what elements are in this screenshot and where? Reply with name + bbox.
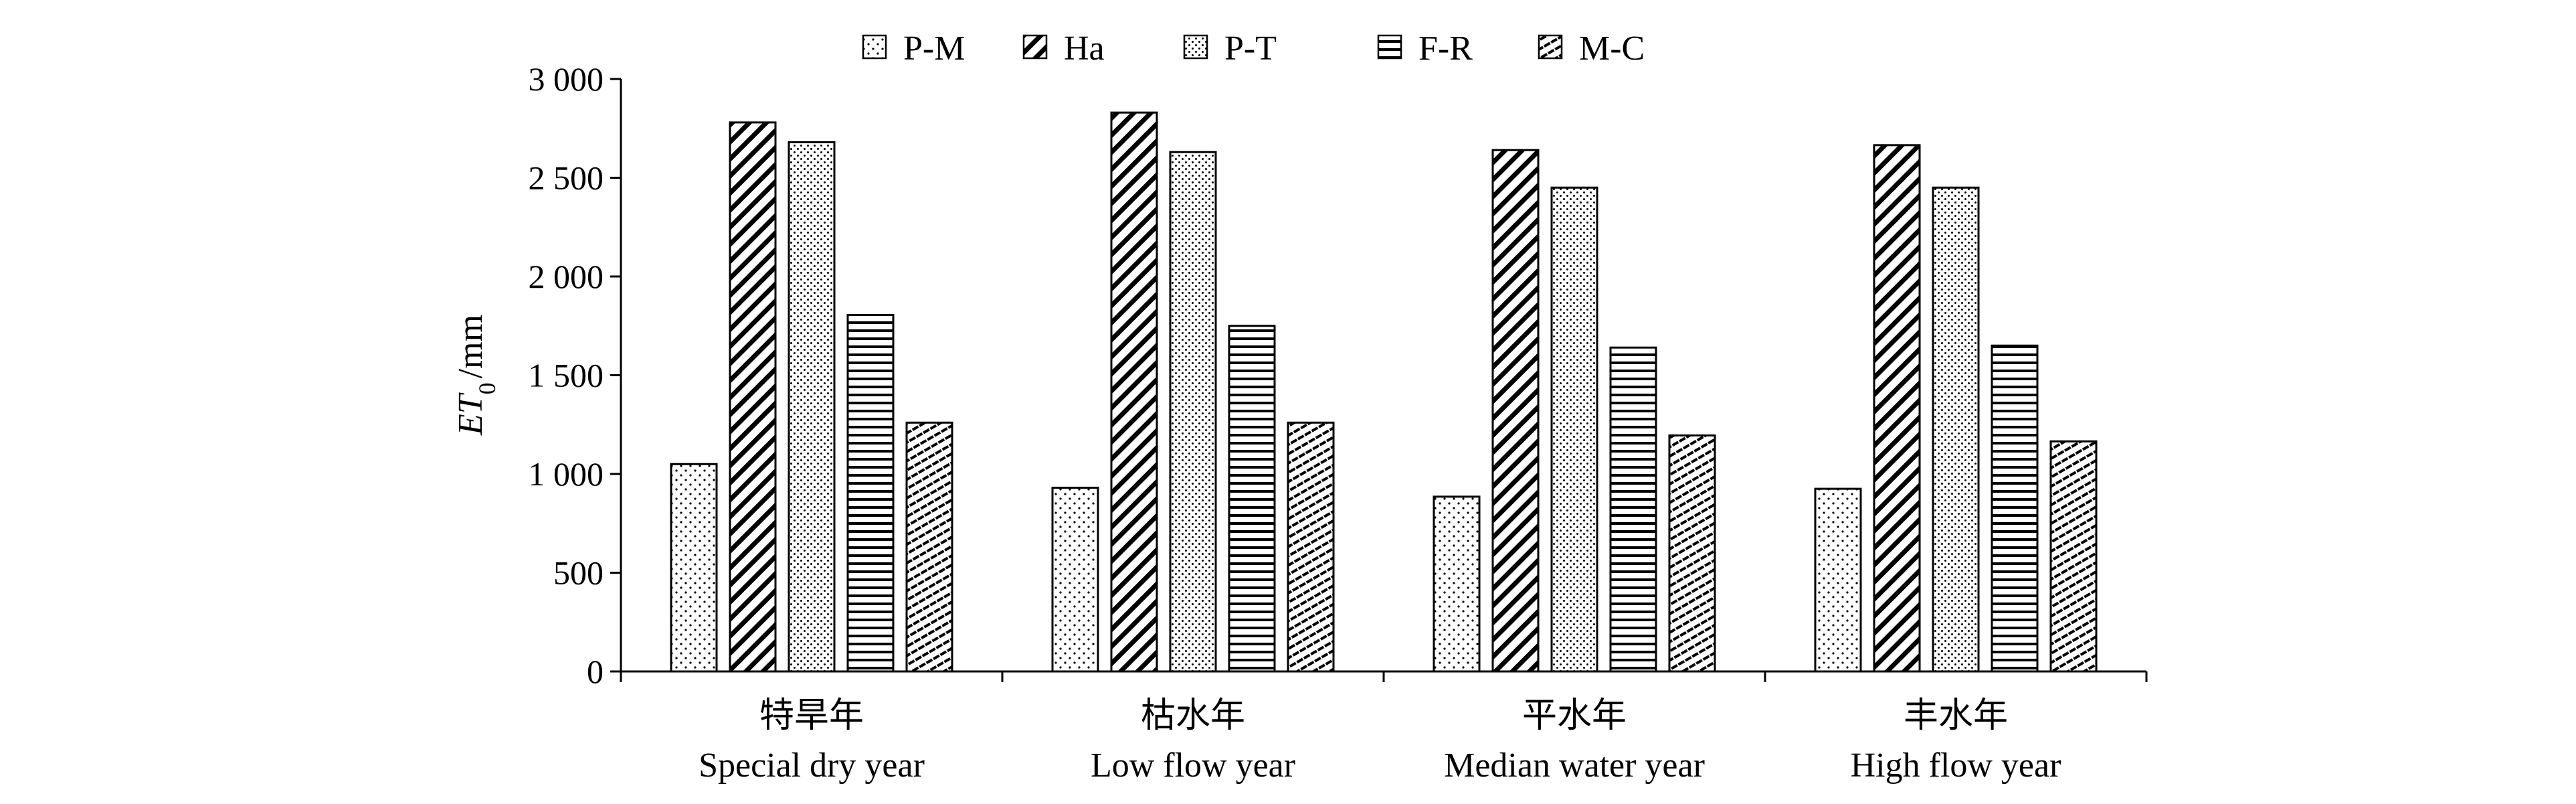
bar-p-m [1814,487,1862,673]
legend: P-M Ha P-T F-R M-C [862,29,1645,68]
legend-swatch-p-m [862,34,887,60]
y-tick-label: 2 500 [529,159,604,197]
legend-swatch-m-c [1538,34,1563,60]
x-category-label-cn: 平水年 [1522,697,1627,735]
bar-ha [1491,149,1540,673]
bar-p-t [1550,186,1598,673]
bar-p-m [1433,495,1481,673]
legend-label-p-m: P-M [903,29,965,68]
bar-f-r [1991,344,2039,673]
bar-ha [1110,111,1158,673]
y-tick-label: 3 000 [529,60,604,98]
bar-p-t [1169,151,1217,673]
y-tick-label: 1 000 [529,455,604,493]
x-category-label-en: Median water year [1444,746,1705,785]
x-category-label-cn: 特旱年 [759,697,864,735]
bar-p-t [788,141,836,673]
x-category-label-en: Low flow year [1091,746,1295,785]
y-tick-label: 2 000 [529,258,604,295]
bar-m-c [2049,440,2098,673]
x-category-label-cn: 丰水年 [1904,697,2008,735]
legend-label-f-r: F-R [1418,29,1473,68]
bars [670,111,2098,673]
bar-f-r [1228,325,1276,673]
bar-p-m [1051,487,1099,673]
legend-label-p-t: P-T [1224,29,1277,68]
x-axis: 特旱年 Special dry year 枯水年 Low flow year 平水年 Me… [620,670,2148,785]
y-tick-label: 1 500 [529,357,604,394]
legend-label-m-c: M-C [1579,29,1645,68]
legend-swatch-ha [1022,34,1048,60]
x-category-label-en: High flow year [1851,746,2061,785]
bar-p-m [670,463,718,673]
bar-ha [729,121,777,673]
x-category-label-cn: 枯水年 [1141,697,1245,735]
legend-swatch-p-t [1183,34,1208,60]
y-axis-label-sub: 0 [474,382,500,394]
bar-ha [1873,144,1921,673]
y-tick-label: 0 [587,653,604,690]
bar-m-c [1668,434,1716,673]
bar-f-r [846,314,895,673]
y-tick-label: 500 [553,554,604,592]
bar-m-c [1287,421,1335,673]
bar-m-c [905,421,953,673]
y-axis-label: ET0/mm [452,315,500,436]
x-category-label-en: Special dry year [699,746,925,785]
y-axis-label-unit: /mm [452,315,490,378]
bar-p-t [1932,186,1980,673]
legend-label-ha: Ha [1064,29,1105,68]
legend-swatch-f-r [1377,34,1402,60]
y-axis-label-main: ET [452,392,490,436]
bar-f-r [1609,346,1657,673]
